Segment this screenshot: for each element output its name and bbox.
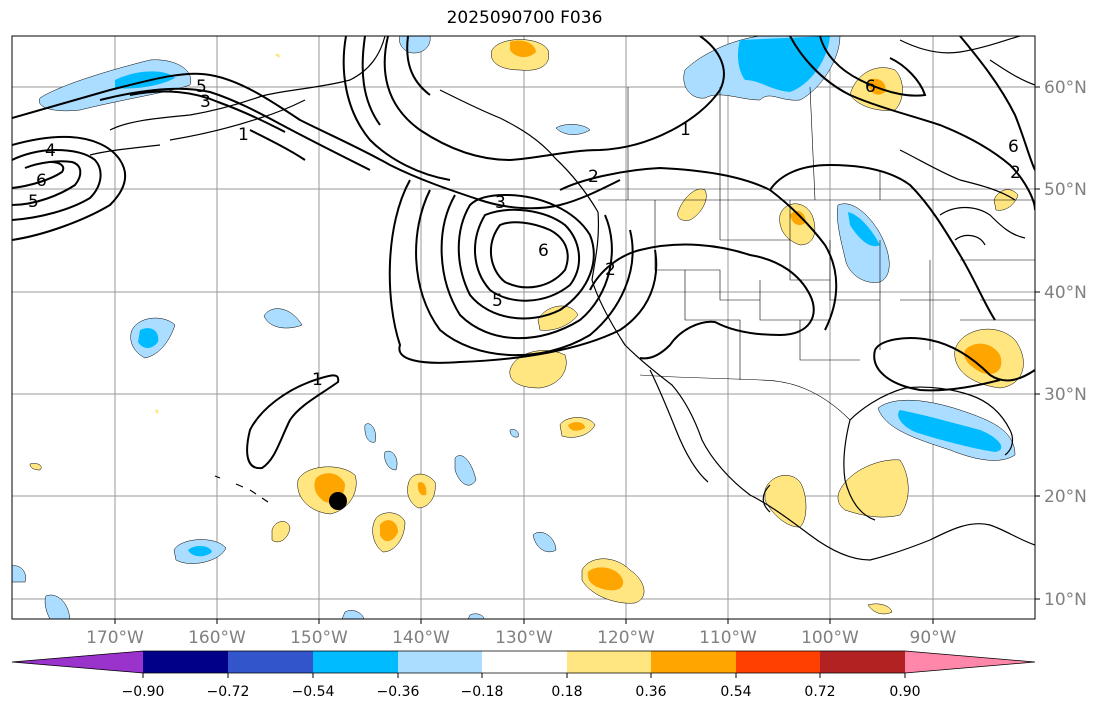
colorbar-segment: [736, 651, 820, 673]
colorbar-segment: [398, 651, 482, 673]
lon-label: 110°W: [699, 628, 757, 648]
lat-label: 50°N: [1044, 180, 1087, 200]
colorbar-extend-low: [12, 651, 143, 673]
lon-label: 150°W: [290, 628, 348, 648]
contour-label: 1: [312, 370, 323, 390]
lon-ticks: [114, 619, 934, 624]
lat-labels: 60°N 50°N 40°N 30°N 20°N 10°N: [1044, 78, 1087, 610]
colorbar-extend-high: [905, 651, 1035, 673]
lon-label: 170°W: [86, 628, 144, 648]
colorbar-tick-label: 0.36: [635, 684, 666, 700]
contour-label: 3: [495, 193, 506, 213]
lon-label: 130°W: [495, 628, 553, 648]
colorbar-segment: [313, 651, 398, 673]
contour-label: 6: [1008, 137, 1019, 157]
lat-label: 60°N: [1044, 78, 1087, 98]
lon-label: 120°W: [597, 628, 655, 648]
lon-label: 140°W: [392, 628, 450, 648]
lat-ticks: [1035, 86, 1040, 600]
colorbar-segment: [567, 651, 651, 673]
colorbar-segment: [651, 651, 736, 673]
contour-label: 2: [1010, 163, 1021, 183]
colorbar-tick-label: −0.90: [122, 684, 165, 700]
colorbar: −0.90 −0.72 −0.54 −0.36 −0.18 0.18 0.36 …: [11, 650, 1036, 700]
colorbar-tick-label: 0.90: [889, 684, 920, 700]
contour-label: 6: [36, 171, 47, 191]
contour-label: 1: [680, 120, 691, 140]
lat-label: 30°N: [1044, 385, 1087, 405]
contour-label: 5: [492, 291, 503, 311]
contour-label-group: 5 3 1 4 6 5 1 6 2 3 6 5 2 1 6 2: [28, 77, 1021, 390]
coastlines: [89, 36, 1035, 561]
lon-label: 160°W: [188, 628, 246, 648]
colorbar-tick-label: 0.72: [804, 684, 835, 700]
lon-labels: 170°W 160°W 150°W 140°W 130°W 120°W 110°…: [86, 628, 957, 648]
lat-label: 40°N: [1044, 283, 1087, 303]
colorbar-segment: [143, 651, 228, 673]
colorbar-segment: [228, 651, 313, 673]
positive-anomaly-areas: [29, 39, 1024, 615]
contour-label: 1: [238, 125, 249, 145]
location-marker: [329, 492, 347, 510]
colorbar-tick-label: 0.18: [551, 684, 582, 700]
contour-label: 5: [28, 192, 39, 212]
lat-label: 10°N: [1044, 590, 1087, 610]
borders: [598, 86, 1035, 421]
contour-label: 4: [45, 141, 56, 161]
colorbar-tick-label: −0.18: [461, 684, 504, 700]
contour-label: 3: [200, 92, 211, 112]
contour-label: 2: [588, 167, 599, 187]
lon-label: 100°W: [801, 628, 859, 648]
contour-label: 6: [865, 77, 876, 97]
contour-label: 5: [196, 77, 207, 97]
contour-lines: [12, 36, 1035, 470]
colorbar-tick-label: −0.54: [292, 684, 335, 700]
colorbar-tick-label: −0.72: [207, 684, 250, 700]
contour-label: 6: [538, 241, 549, 261]
colorbar-tick-label: 0.54: [720, 684, 751, 700]
colorbar-segment: [482, 651, 567, 673]
colorbar-tick-label: −0.36: [377, 684, 420, 700]
map-title: 2025090700 F036: [446, 8, 603, 28]
lon-label: 90°W: [910, 628, 957, 648]
contour-label: 2: [605, 260, 616, 280]
lat-label: 20°N: [1044, 487, 1087, 507]
colorbar-segment: [820, 651, 905, 673]
